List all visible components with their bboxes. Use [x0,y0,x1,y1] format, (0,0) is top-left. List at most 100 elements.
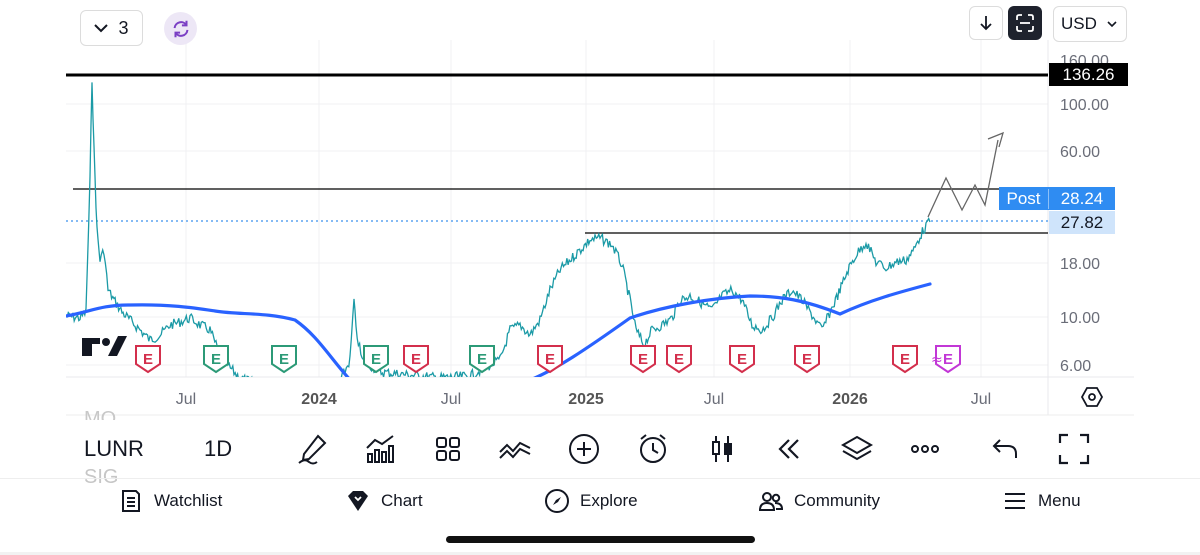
earnings-marker-label: E [737,351,747,368]
svg-text:≈: ≈ [931,352,943,368]
auto-scale-button[interactable] [1008,6,1042,40]
projection-path[interactable] [927,139,999,218]
undo-icon[interactable] [988,432,1022,466]
earnings-marker[interactable]: E [363,345,389,374]
high-level-tag: 136.26 [1049,63,1128,86]
sync-icon [173,20,188,37]
earnings-marker[interactable]: E [135,345,161,374]
earnings-marker-label: E [279,351,289,368]
arrow-down-icon [980,16,992,31]
price-axis-label: 18.00 [1060,256,1100,273]
earnings-marker[interactable]: E [729,345,755,374]
currency-label: USD [1061,14,1097,33]
add-plus-icon[interactable] [567,432,601,466]
indicators-icon[interactable] [363,432,397,466]
nav-menu[interactable]: Menu [1002,488,1081,514]
svg-text:TV: TV [82,359,84,361]
time-axis-label: Jul [176,391,196,408]
currency-selector[interactable]: USD [1053,6,1127,42]
nav-chart[interactable]: Chart [345,488,423,514]
last-price-tag: 27.82 [1049,211,1115,234]
nav-explore[interactable]: Explore [544,488,638,514]
chart-toolbar: LUNR 1D SIG [0,418,1200,488]
alert-clock-icon[interactable] [636,432,670,466]
time-axis-label: 2026 [832,391,868,408]
earnings-marker-label: E [802,351,812,368]
earnings-marker-label: E [674,351,684,368]
earnings-marker-label: E [211,351,221,368]
earnings-marker[interactable]: E [203,345,229,374]
earnings-marker[interactable]: E [892,345,918,374]
tradingview-logo: TV [82,336,127,361]
price-axis-label: 60.00 [1060,144,1100,161]
chevron-down-icon [94,24,109,33]
auto-scale-icon [1016,14,1034,32]
post-market-tag: Post 28.24 [999,187,1115,210]
earnings-marker[interactable]: E [403,345,429,374]
nav-menu-label: Menu [1038,491,1081,510]
earnings-marker[interactable]: E [666,345,692,374]
chart-grid [66,40,1048,377]
price-axis-label: 6.00 [1060,358,1091,375]
grid-layout-icon[interactable] [431,432,465,466]
price-series [66,82,931,377]
earnings-marker[interactable]: E [630,345,656,374]
nav-community[interactable]: Community [758,488,880,514]
symbol-ghost-below: SIG [84,466,119,488]
earnings-marker-label: E [900,351,910,368]
candlestick-icon[interactable] [705,432,739,466]
hamburger-menu-icon [1005,493,1025,509]
moving-average-line [66,282,932,377]
scroll-to-latest-button[interactable] [969,6,1003,40]
price-axis-label: 100.00 [1060,97,1109,114]
earnings-marker[interactable]: E [537,345,563,374]
replay-rewind-icon[interactable] [772,432,806,466]
interval-selector[interactable]: 1D [204,436,233,461]
fullscreen-icon[interactable] [1057,432,1091,466]
time-axis: Jul 2024 Jul 2025 Jul 2026 Jul [176,391,991,408]
more-options-icon[interactable] [908,432,942,466]
symbol-ghost-above: MO [84,408,116,420]
drawing-brush-icon[interactable] [295,432,329,466]
bottom-navigation: Watchlist Chart Explore Community Menu [0,480,1200,526]
earnings-marker-label: E [545,351,555,368]
screen-bottom-edge [0,552,1200,555]
price-chart[interactable]: TV E E E E E E E E E E E E ≈ E 160.00 100.00 60.00 18… [0,0,1200,420]
layers-icon[interactable] [840,432,874,466]
time-axis-label: Jul [971,391,991,408]
layout-selector-button[interactable]: 3 [80,10,143,46]
sync-button[interactable] [164,12,197,45]
compare-icon[interactable] [498,432,532,466]
nav-explore-label: Explore [580,491,638,510]
community-people-icon [758,492,784,511]
nav-watchlist-label: Watchlist [154,491,223,510]
nav-community-label: Community [794,491,880,510]
symbol-ticker[interactable]: LUNR [84,436,144,461]
layout-count: 3 [118,17,129,38]
earnings-marker-label: E [371,351,381,368]
earnings-marker[interactable]: E [271,345,297,374]
watchlist-icon [122,490,140,512]
earnings-marker[interactable]: ≈ E [931,345,961,374]
projection-arrowhead [987,131,1004,148]
chart-settings-icon[interactable] [1080,385,1104,409]
post-market-value: 28.24 [1060,188,1104,208]
compass-icon [545,489,569,513]
earnings-marker[interactable]: E [794,345,820,374]
chevron-down-icon [1107,20,1117,27]
time-axis-label: Jul [441,391,461,408]
nav-divider [0,478,1200,479]
earnings-marker-label: E [143,351,153,368]
nav-chart-label: Chart [381,491,423,510]
home-indicator[interactable] [446,536,755,543]
nav-watchlist[interactable]: Watchlist [118,488,222,514]
time-axis-label: Jul [704,391,724,408]
post-market-label: Post [999,188,1049,209]
earnings-marker-label: E [638,351,648,368]
price-axis-label: 10.00 [1060,310,1100,327]
earnings-marker-label: E [411,351,421,368]
time-axis-label: 2025 [568,391,604,408]
earnings-marker[interactable]: E [469,345,495,374]
chart-gem-icon [348,491,368,511]
earnings-marker-label: E [477,351,487,368]
